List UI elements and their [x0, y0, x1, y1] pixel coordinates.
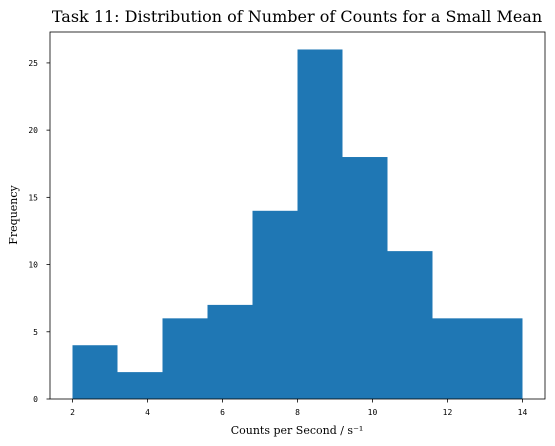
- x-tick-label: 6: [220, 408, 225, 417]
- x-axis-ticks: 2 4 6 8 10 12 14: [70, 399, 527, 417]
- x-tick-label: 8: [295, 408, 300, 417]
- histogram-bar-10: [477, 318, 523, 399]
- histogram-bar-5: [252, 210, 298, 399]
- x-tick-label: 4: [145, 408, 150, 417]
- x-tick-label: 2: [70, 408, 75, 417]
- y-tick-label: 10: [28, 261, 38, 270]
- y-tick-label: 15: [28, 193, 38, 202]
- y-tick-label: 5: [33, 328, 38, 337]
- histogram-bar-3: [162, 318, 208, 399]
- histogram-bar-2: [117, 372, 163, 399]
- histogram-bar-6: [297, 49, 343, 399]
- x-tick-label: 10: [368, 408, 378, 417]
- histogram-bar-1: [72, 345, 118, 399]
- y-axis-ticks: 0 5 10 15 20 25: [28, 59, 50, 404]
- y-tick-label: 0: [33, 395, 38, 404]
- histogram-bar-9: [432, 318, 478, 399]
- y-axis-label: Frequency: [7, 184, 20, 244]
- x-tick-label: 14: [518, 408, 528, 417]
- y-tick-label: 20: [28, 126, 38, 135]
- x-tick-label: 12: [443, 408, 453, 417]
- bars-group: [72, 49, 523, 399]
- histogram-bar-8: [387, 251, 433, 399]
- histogram-bar-4: [207, 304, 253, 399]
- histogram-bar-7: [342, 157, 388, 399]
- y-tick-label: 25: [28, 59, 38, 68]
- x-axis-label: Counts per Second / s⁻¹: [231, 424, 364, 437]
- chart-title: Task 11: Distribution of Number of Count…: [52, 7, 542, 26]
